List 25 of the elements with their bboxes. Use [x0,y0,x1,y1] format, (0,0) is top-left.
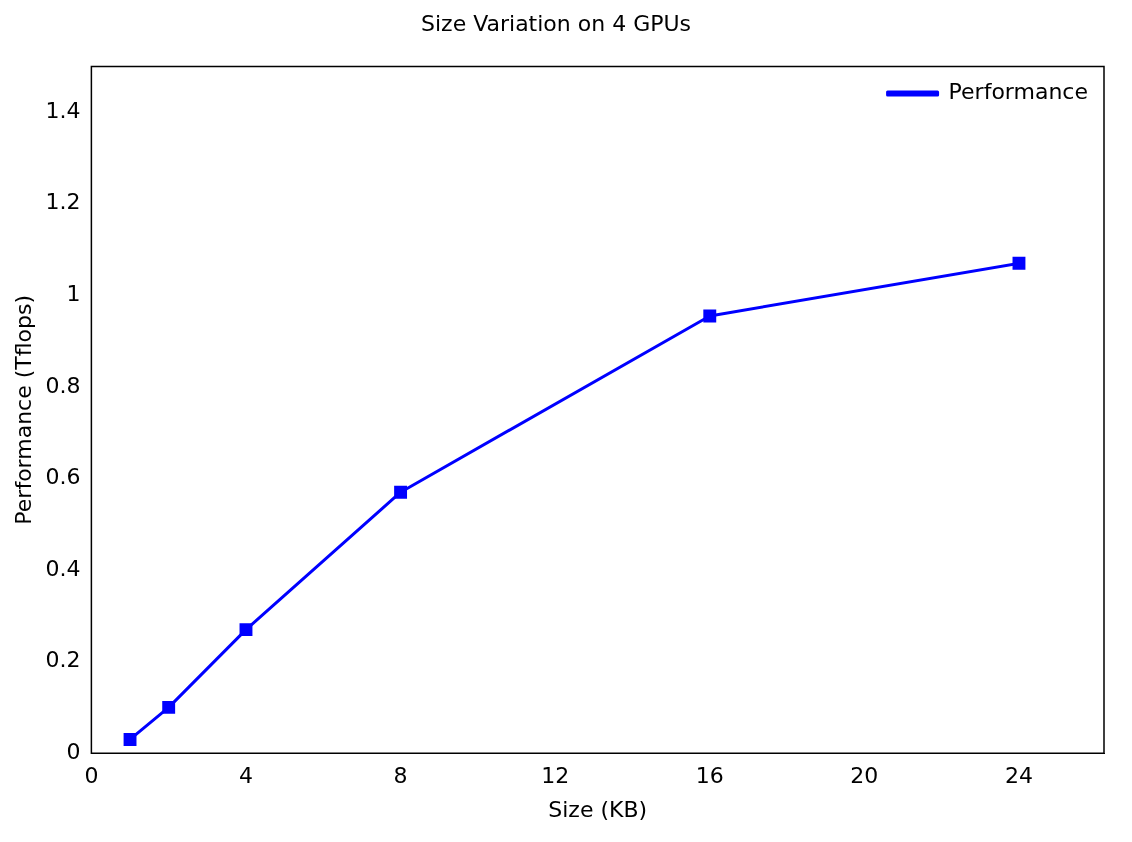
y-tick-label: 0.2 [45,647,81,673]
point [703,309,717,323]
x-tick-label: 24 [1004,763,1033,789]
point [394,485,408,499]
y-tick-label: 1.4 [45,97,81,123]
x-tick-label: 8 [393,763,408,789]
point [1012,256,1026,270]
y-tick-label: 0.8 [45,372,81,398]
point [239,623,253,637]
x-tick-label: 0 [84,763,99,789]
y-tick-label: 1 [66,281,81,307]
chart-title: Size Variation on 4 GPUs [420,10,692,36]
point [123,733,137,746]
x-tick-label: 4 [238,763,253,789]
x-tick-label: 20 [850,763,879,789]
y-axis-title: Performance (Tflops) [10,294,36,525]
point [162,700,176,714]
x-axis-title: Size (KB) [548,796,648,822]
legend-label: Performance [948,79,1089,105]
x-tick-label: 16 [695,763,724,789]
x-tick-label: 12 [541,763,570,789]
y-tick-label: 0 [66,738,81,764]
y-tick-label: 1.2 [45,189,81,215]
y-tick-label: 0.6 [45,464,81,490]
y-tick-label: 0.4 [45,555,81,581]
